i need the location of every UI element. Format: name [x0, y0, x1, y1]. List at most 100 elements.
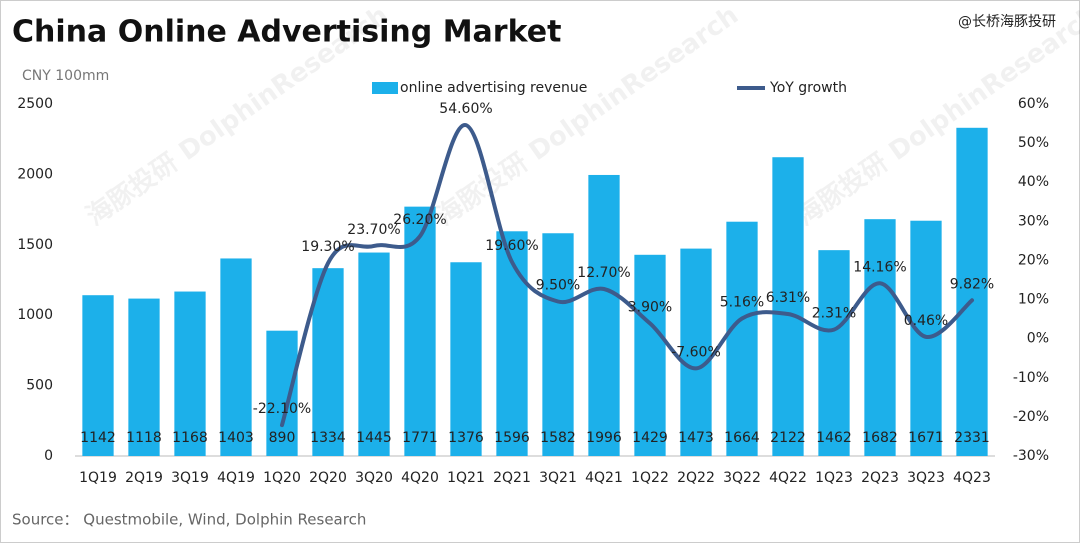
x-tick-label: 1Q22: [631, 470, 669, 486]
x-tick-label: 3Q20: [355, 470, 393, 486]
y2-tick-label: -20%: [1013, 409, 1049, 425]
line-value-label: 23.70%: [347, 222, 400, 238]
x-tick-label: 2Q20: [309, 470, 347, 486]
y2-tick-label: 10%: [1018, 292, 1049, 308]
bar: [358, 252, 390, 456]
y-tick-label: 2500: [17, 96, 53, 112]
bar: [818, 250, 850, 456]
x-tick-label: 1Q20: [263, 470, 301, 486]
bar-value-label: 1142: [80, 430, 116, 446]
x-tick-label: 2Q22: [677, 470, 715, 486]
x-tick-label: 2Q21: [493, 470, 531, 486]
line-value-label: 6.31%: [766, 290, 810, 306]
line-value-label: 54.60%: [439, 101, 492, 117]
bar: [634, 254, 666, 456]
y-tick-label: 0: [44, 448, 53, 464]
line-value-label: 0.46%: [904, 313, 948, 329]
x-tick-label: 2Q19: [125, 470, 163, 486]
y2-tick-label: 0%: [1027, 331, 1049, 347]
bar-value-label: 890: [269, 430, 296, 446]
bar-value-label: 1596: [494, 430, 530, 446]
bar: [82, 295, 114, 456]
y-tick-label: 1500: [17, 237, 53, 253]
x-tick-label: 4Q20: [401, 470, 439, 486]
legend-swatch: [372, 82, 398, 94]
legend-label: YoY growth: [769, 80, 847, 96]
line-value-label: 2.31%: [812, 306, 856, 322]
bar-value-label: 2331: [954, 430, 990, 446]
line-value-label: 26.20%: [393, 212, 446, 228]
x-tick-label: 1Q23: [815, 470, 853, 486]
x-tick-label: 3Q22: [723, 470, 761, 486]
x-tick-label: 3Q21: [539, 470, 577, 486]
y2-tick-label: 20%: [1018, 252, 1049, 268]
corner-watermark: @长桥海豚投研: [958, 14, 1056, 30]
bar: [174, 291, 206, 456]
x-tick-label: 4Q22: [769, 470, 807, 486]
bar: [588, 174, 620, 456]
y-tick-label: 500: [26, 378, 53, 394]
y2-tick-label: 60%: [1018, 96, 1049, 112]
x-tick-label: 4Q21: [585, 470, 623, 486]
line-value-label: -22.10%: [253, 401, 311, 417]
line-value-label: 5.16%: [720, 294, 764, 310]
bar: [312, 268, 344, 456]
bar: [128, 298, 160, 456]
bar-value-label: 1118: [126, 430, 162, 446]
y-tick-label: 1000: [17, 307, 53, 323]
bar: [496, 231, 528, 456]
bar-value-label: 1996: [586, 430, 622, 446]
line-value-label: 12.70%: [577, 265, 630, 281]
y2-tick-label: 40%: [1018, 174, 1049, 190]
chart-title: China Online Advertising Market: [12, 15, 561, 50]
x-tick-label: 3Q23: [907, 470, 945, 486]
x-tick-label: 1Q19: [79, 470, 117, 486]
bar-value-label: 1445: [356, 430, 392, 446]
y2-tick-label: -30%: [1013, 448, 1049, 464]
bar-value-label: 1664: [724, 430, 760, 446]
bar: [450, 262, 482, 456]
bar-value-label: 1582: [540, 430, 576, 446]
bar-value-label: 1771: [402, 430, 438, 446]
bar-value-label: 1462: [816, 430, 852, 446]
x-tick-label: 2Q23: [861, 470, 899, 486]
bar-value-label: 1334: [310, 430, 346, 446]
bar-value-label: 1671: [908, 430, 944, 446]
bar-value-label: 1682: [862, 430, 898, 446]
bar-value-label: 1429: [632, 430, 668, 446]
y-tick-label: 2000: [17, 166, 53, 182]
y2-tick-label: -10%: [1013, 370, 1049, 386]
bar: [864, 219, 896, 456]
bar-value-label: 1473: [678, 430, 714, 446]
bar: [542, 233, 574, 456]
x-tick-label: 4Q19: [217, 470, 255, 486]
source: Source： Questmobile, Wind, Dolphin Resea…: [12, 511, 366, 529]
line-value-label: 3.90%: [628, 299, 672, 315]
line-value-label: 19.60%: [485, 238, 538, 254]
line-value-label: 14.16%: [853, 259, 906, 275]
y-axis-label: CNY 100mm: [22, 68, 109, 84]
line-value-label: 19.30%: [301, 239, 354, 255]
bar: [220, 258, 252, 456]
bar: [772, 157, 804, 456]
bar-value-label: 2122: [770, 430, 806, 446]
line: [280, 123, 974, 428]
y2-tick-label: 50%: [1018, 135, 1049, 151]
bar-value-label: 1403: [218, 430, 254, 446]
line-value-label: -7.60%: [671, 344, 721, 360]
bar: [726, 221, 758, 456]
bar: [680, 248, 712, 456]
x-tick-label: 1Q21: [447, 470, 485, 486]
legend-label: online advertising revenue: [400, 80, 587, 96]
x-tick-label: 3Q19: [171, 470, 209, 486]
line-value-label: 9.82%: [950, 276, 994, 292]
bar: [266, 330, 298, 456]
bar-value-label: 1168: [172, 430, 208, 446]
line-value-label: 9.50%: [536, 278, 580, 294]
x-tick-label: 4Q23: [953, 470, 991, 486]
bar: [404, 206, 436, 456]
y2-tick-label: 30%: [1018, 213, 1049, 229]
bar: [956, 127, 988, 456]
bar-value-label: 1376: [448, 430, 484, 446]
